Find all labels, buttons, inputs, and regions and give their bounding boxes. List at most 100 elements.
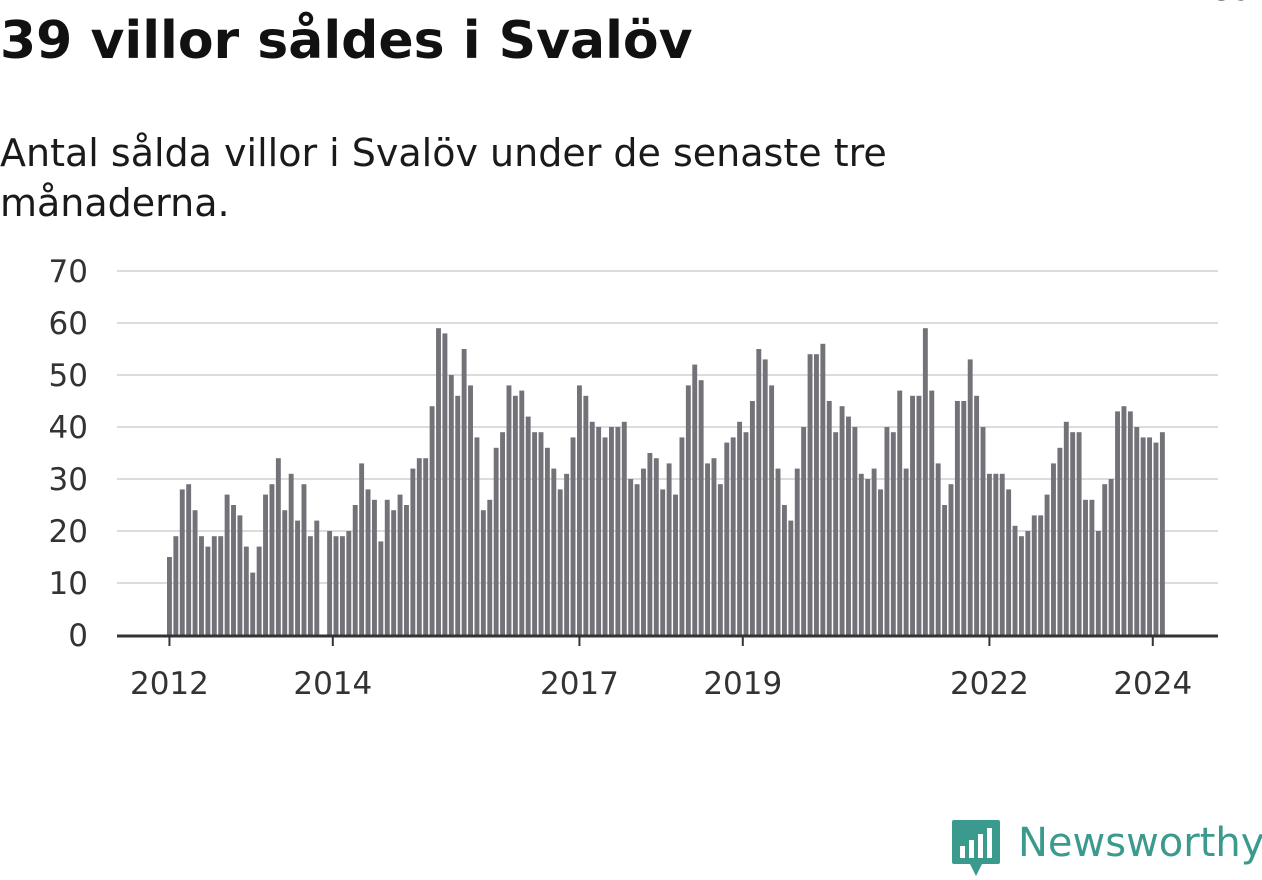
bar [282, 510, 288, 635]
bar [942, 505, 948, 635]
bars [167, 328, 1165, 635]
bar [1012, 525, 1018, 635]
bar [500, 432, 506, 635]
bar [371, 499, 377, 635]
y-tick-label: 10 [49, 566, 88, 602]
bar [621, 421, 627, 635]
bar [1108, 479, 1114, 635]
bar [269, 484, 275, 635]
bar [833, 432, 839, 635]
bar [1115, 411, 1120, 635]
bar [871, 468, 877, 635]
bar [1089, 499, 1095, 635]
x-tick-label: 2012 [130, 666, 209, 702]
bar [615, 427, 621, 635]
bar [685, 385, 691, 635]
bar [448, 375, 454, 635]
x-tick-label: 2017 [540, 666, 619, 702]
bar [948, 484, 954, 635]
bar [557, 489, 563, 635]
bar [878, 489, 883, 635]
bar [852, 427, 858, 635]
y-tick-label: 70 [49, 254, 88, 290]
bar [961, 401, 967, 635]
bar [468, 385, 473, 635]
bar [839, 406, 845, 635]
bar [794, 468, 800, 635]
bar [173, 536, 179, 635]
x-tick-label: 2024 [1113, 666, 1192, 702]
bar [974, 395, 980, 635]
bar [749, 401, 755, 635]
bar [1038, 515, 1044, 635]
bar [263, 494, 268, 635]
bar [167, 557, 172, 635]
bar [653, 458, 659, 635]
bar [769, 385, 775, 635]
bar [429, 406, 435, 635]
bar [692, 364, 698, 635]
bar [1159, 432, 1165, 635]
bar [717, 484, 723, 635]
bar [404, 505, 409, 635]
bar [231, 505, 236, 635]
x-tick-label: 2022 [950, 666, 1029, 702]
bar [519, 390, 525, 635]
bar [442, 333, 448, 635]
x-tick-label: 2019 [703, 666, 782, 702]
bar [256, 546, 262, 635]
bar [596, 427, 602, 635]
bar [999, 473, 1005, 635]
bar [967, 359, 973, 635]
bar [897, 390, 903, 635]
bar [192, 510, 198, 635]
bar [660, 489, 666, 635]
bar [218, 536, 224, 635]
bar [801, 427, 807, 635]
chart-title: 39 villor såldes i Svalöv [0, 11, 693, 71]
y-tick-label: 60 [49, 306, 88, 342]
bar [397, 494, 403, 635]
bar [807, 354, 813, 635]
bar [865, 479, 871, 635]
bar [1044, 494, 1050, 635]
bar [846, 416, 851, 635]
y-axis-labels: 0 10 20 30 40 50 60 70 [49, 254, 88, 654]
bar [1063, 421, 1069, 635]
bar [762, 359, 768, 635]
bar [679, 437, 685, 635]
bar [1057, 447, 1063, 635]
bar [858, 473, 864, 635]
bar [275, 458, 281, 635]
bar [570, 437, 576, 635]
bar [910, 395, 915, 635]
bar [583, 395, 589, 635]
bar [724, 442, 730, 635]
bar [205, 546, 211, 635]
bar [301, 484, 307, 635]
bar [698, 380, 704, 635]
bar [1051, 463, 1056, 635]
bar [954, 401, 960, 635]
bar [307, 536, 313, 635]
y-tick-label: 20 [49, 514, 88, 550]
bar [647, 453, 653, 635]
bar [416, 458, 422, 635]
bar [826, 401, 832, 635]
bar [551, 468, 557, 635]
bar [666, 463, 672, 635]
bar [788, 520, 794, 635]
bar [993, 473, 999, 635]
brand-name: Newsworthy [1018, 820, 1262, 866]
bar [1140, 437, 1146, 635]
newsworthy-bar-chart-icon [952, 820, 1000, 876]
bar [199, 536, 204, 635]
bar [564, 473, 570, 635]
bar [487, 499, 493, 635]
annotations: 39 [1213, 0, 1252, 8]
bar [628, 479, 634, 635]
bar [1070, 432, 1076, 635]
x-axis-labels: 2012 2014 2017 2019 2022 2024 [130, 636, 1192, 702]
bar [602, 437, 608, 635]
bar [525, 416, 531, 635]
